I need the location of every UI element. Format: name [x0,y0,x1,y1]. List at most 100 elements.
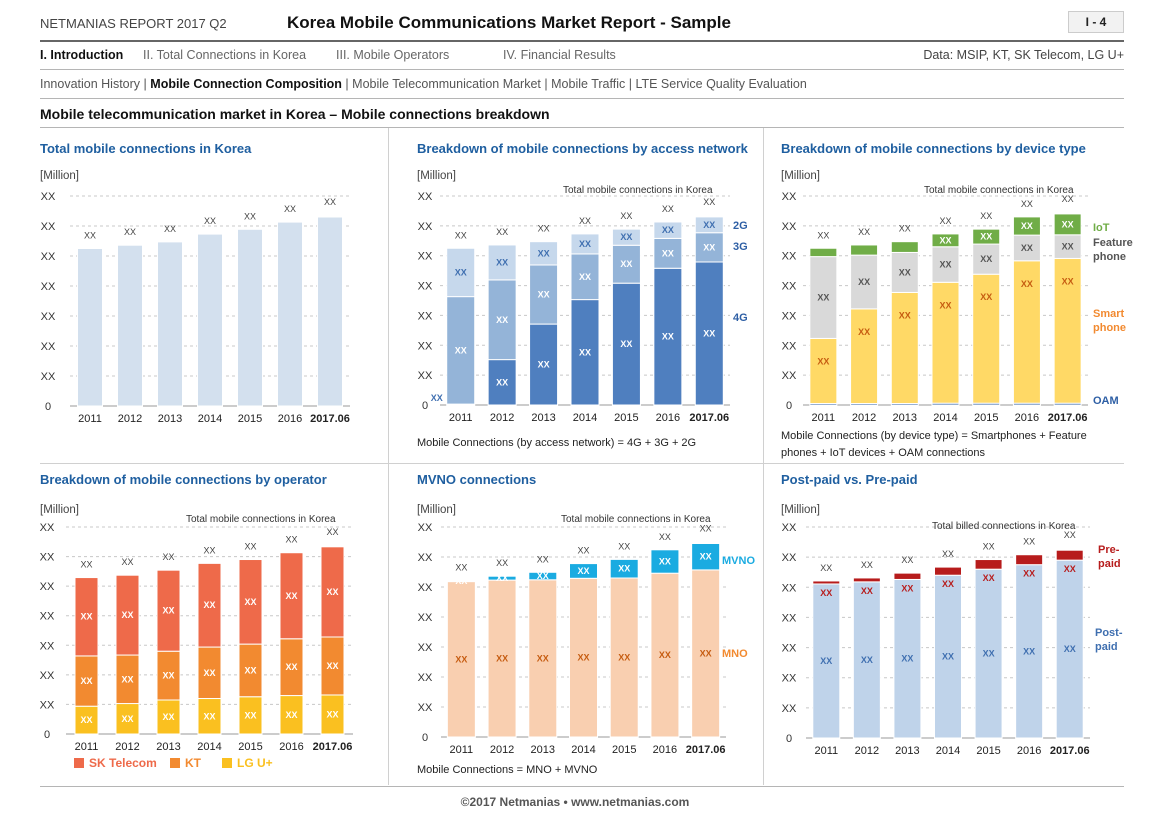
bar-total-label: XX [496,558,508,568]
bar-total-label: XX [1064,530,1076,540]
bar-total-label: XX [901,555,913,565]
y-tick-label: XX [782,522,797,534]
x-tick-label: 2013 [531,412,555,424]
bar-value-label: XX [820,588,832,598]
y-tick-label: XX [418,310,433,322]
legend-label: KT [185,756,202,770]
x-tick-label: 2017.06 [1050,745,1090,757]
subnav-separator: | [143,77,147,91]
bar-value-label: XX [620,232,632,242]
chart-title: Breakdown of mobile connections by opera… [40,472,327,487]
bar-value-label: XX [700,552,712,562]
series-label-3g: 3G [733,241,748,253]
y-tick-label: XX [40,699,55,711]
subnav-item-mobile-connection-composition[interactable]: Mobile Connection Composition [150,77,342,91]
y-tick-label: XX [418,552,433,564]
x-tick-label: 2017.06 [689,412,729,424]
bar-value-label: XX [496,377,508,387]
bar-total-label: XX [203,545,215,555]
y-tick-label: XX [782,673,797,685]
bar-value-label: XX [244,597,256,607]
bar-value-label: XX [496,257,508,267]
bar-segment [809,337,838,405]
bar-value-label: XX [285,662,297,672]
bar-value-label: XX [618,564,630,574]
subnav-item-innovation-history[interactable]: Innovation History [40,77,141,91]
nav-tab-total-connections[interactable]: II. Total Connections in Korea [143,48,307,62]
subnav-item-mobile-telecommunication-market[interactable]: Mobile Telecommunication Market [352,77,541,91]
bar-value-label: XX [980,254,992,264]
nav-tab-financial-results[interactable]: IV. Financial Results [503,48,616,62]
bar-value-label: XX [326,587,338,597]
nav-tab-introduction[interactable]: I. Introduction [40,48,124,62]
bar-total-label: XX [204,216,216,226]
bar-value-label: XX [162,671,174,681]
bar-segment [694,261,724,406]
bar-value-label: XX [496,654,508,664]
subnav-item-lte-quality[interactable]: LTE Service Quality Evaluation [635,77,807,91]
panel-divider [763,128,764,785]
y-tick-label: XX [782,370,797,382]
bar-value-label: XX [203,668,215,678]
unit-label: [Million] [40,170,79,182]
bar-value-label: XX [858,277,870,287]
x-tick-label: 2017.06 [686,744,726,756]
bar-value-label: XX [861,586,873,596]
y-tick-label: XX [782,340,797,352]
bar-value-label: XX [577,653,589,663]
bar-segment [694,216,724,234]
y-tick-label: 0 [422,732,428,744]
bar-value-label: XX [983,649,995,659]
bar-segment [528,579,558,738]
bar-segment [279,552,304,640]
bar-value-label: XX [1064,564,1076,574]
bar-total-label: XX [84,231,96,241]
y-tick-label: XX [782,552,797,564]
x-tick-label: 2016 [656,412,680,424]
footer-divider [40,786,1124,787]
bar-value-label: XX [817,356,829,366]
bar-segment [890,291,919,405]
bar-segment [446,247,476,298]
bar-segment [528,571,558,581]
bar-segment [972,243,1001,275]
bar-segment [850,244,879,256]
y-tick-label: XX [40,581,55,593]
bar-segment [570,233,600,255]
y-tick-label: XX [41,251,56,263]
bar-segment [1053,257,1082,404]
page-number: I - 4 [1068,11,1124,33]
nav-tab-mobile-operators[interactable]: III. Mobile Operators [336,48,450,62]
bar-value-label: XX [162,606,174,616]
bar-value-label: XX [942,652,954,662]
bar-value-label: XX [939,300,951,310]
subnav-item-mobile-traffic[interactable]: Mobile Traffic [551,77,626,91]
x-tick-label: 2014 [571,744,595,756]
panel-divider [40,463,1124,464]
bar-total-label: XX [284,204,296,214]
bar-value-label: XX [455,654,467,664]
y-tick-label: 0 [44,729,50,741]
y-tick-label: 0 [422,400,428,412]
bar-total-label: XX [820,563,832,573]
y-tick-label: XX [41,221,56,233]
x-tick-label: 2013 [895,745,919,757]
bar-value-label: XX [538,360,550,370]
unit-label: [Million] [781,170,820,182]
bar-segment [157,241,183,407]
total-label: Total mobile connections in Korea [186,514,336,525]
series-label-postpaid: Post- [1095,627,1123,639]
bar-value-label: XX [1062,242,1074,252]
bar-segment [931,281,960,404]
x-tick-label: 2014 [198,413,222,425]
bar-value-label: XX [121,714,133,724]
series-label-iot: IoT [1093,222,1110,234]
bar-value-label: XX [285,710,297,720]
header-divider [40,40,1124,42]
legend-swatch [222,758,232,768]
bar-value-label: XX [80,676,92,686]
bar-value-label: XX [620,339,632,349]
bar-value-label: XX [901,654,913,664]
bar-total-label: XX [496,227,508,237]
